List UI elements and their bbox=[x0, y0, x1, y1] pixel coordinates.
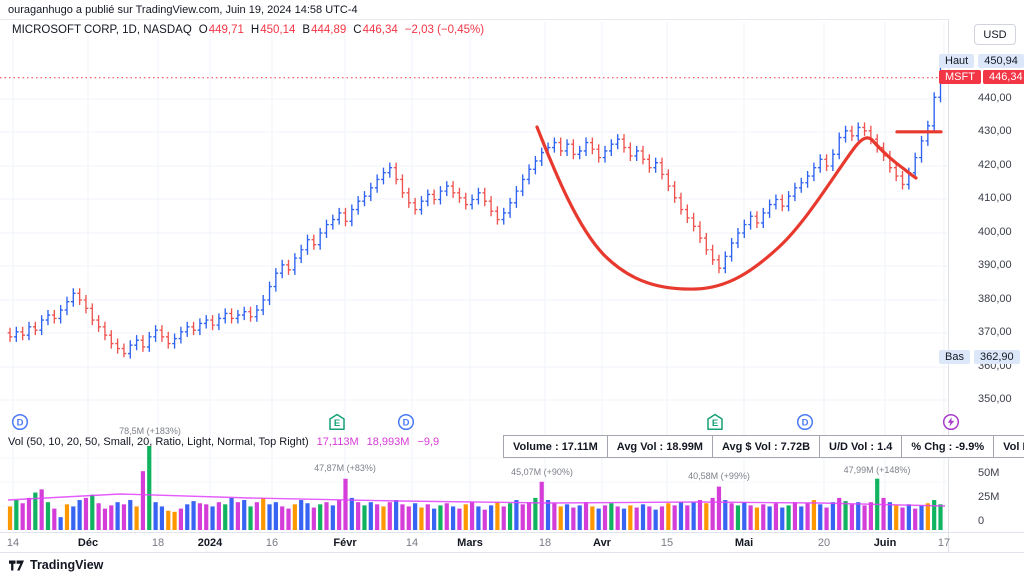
volume-spike-label: 40,58M (+99%) bbox=[688, 471, 750, 481]
high-value: 450,94 bbox=[978, 54, 1024, 68]
volume-spike-label: 47,99M (+148%) bbox=[843, 465, 911, 475]
idea-icon bbox=[942, 413, 960, 431]
time-axis-label: Mars bbox=[457, 537, 483, 549]
ohlc-key: O bbox=[198, 24, 208, 36]
ohlc-value: 446,34 bbox=[362, 24, 398, 36]
price-axis-label: 420,00 bbox=[978, 159, 1012, 171]
time-axis-label: 16 bbox=[265, 537, 279, 549]
time-axis-label: Avr bbox=[593, 537, 611, 549]
high-price-marker: Haut 450,94 bbox=[939, 54, 1024, 68]
time-axis-label: 18 bbox=[151, 537, 165, 549]
svg-text:E: E bbox=[712, 418, 718, 429]
svg-text:D: D bbox=[17, 418, 24, 429]
volume-stats-panel: Volume : 17.11M Avg Vol : 18.99M Avg $ Vol… bbox=[503, 435, 1024, 458]
currency-button[interactable]: USD bbox=[974, 24, 1016, 45]
idea-marker[interactable] bbox=[942, 413, 960, 431]
ohlc-bars-layer bbox=[7, 62, 943, 359]
earnings-marker[interactable]: E bbox=[328, 413, 346, 431]
earnings-icon: E bbox=[707, 413, 723, 430]
volume-indicator-title[interactable]: Vol (50, 10, 20, 50, Small, 20, Ratio, L… bbox=[8, 436, 309, 448]
time-axis-label: 2024 bbox=[197, 537, 223, 549]
volume-indicator-value: 18,993M bbox=[366, 436, 410, 448]
price-scale[interactable] bbox=[948, 19, 1024, 552]
low-price-marker: Bas 362,90 bbox=[939, 350, 1020, 364]
header-divider bbox=[0, 19, 1024, 20]
tradingview-logo-icon[interactable] bbox=[8, 558, 25, 573]
price-axis-label: 380,00 bbox=[978, 293, 1012, 305]
stat-cell: Vol Run Rate : -7.77% bbox=[993, 436, 1024, 457]
cup-and-handle-drawing bbox=[535, 125, 918, 291]
earnings-icon: E bbox=[329, 413, 345, 430]
dividend-icon: D bbox=[796, 413, 814, 431]
stat-cell: % Chg : -9.9% bbox=[901, 436, 993, 457]
dividend-marker[interactable]: D bbox=[11, 413, 29, 431]
price-axis-label: 410,00 bbox=[978, 192, 1012, 204]
ohlc-value: 449,71 bbox=[208, 24, 244, 36]
change-value: −2,03 (−0,45%) bbox=[404, 24, 485, 36]
time-axis-label: 20 bbox=[817, 537, 831, 549]
high-label: Haut bbox=[939, 54, 975, 68]
time-axis-label: Févr bbox=[333, 537, 357, 549]
ticker-legend[interactable]: MICROSOFT CORP, 1D, NASDAQ O449,71 H450,14… bbox=[12, 24, 484, 36]
volume-bars-layer bbox=[7, 446, 943, 530]
last-price-marker: MSFT 446,34 bbox=[939, 70, 1024, 84]
symbol-tag: MSFT bbox=[939, 70, 981, 84]
volume-axis-label: 0 bbox=[978, 515, 985, 527]
volume-spike-label: 78,5M (+183%) bbox=[119, 426, 181, 436]
ohlc-value: 450,14 bbox=[260, 24, 296, 36]
volume-spike-label: 47,87M (+83%) bbox=[314, 463, 376, 473]
time-axis-divider bbox=[0, 532, 1024, 533]
symbol-description[interactable]: MICROSOFT CORP, 1D, NASDAQ bbox=[12, 24, 192, 36]
price-axis-label: 400,00 bbox=[978, 226, 1012, 238]
price-axis-label: 390,00 bbox=[978, 259, 1012, 271]
last-price-value: 446,34 bbox=[982, 70, 1024, 84]
svg-text:D: D bbox=[802, 418, 809, 429]
low-label: Bas bbox=[939, 350, 970, 364]
dividend-marker[interactable]: D bbox=[796, 413, 814, 431]
volume-axis-label: 25M bbox=[978, 491, 1000, 503]
time-axis-label: 18 bbox=[538, 537, 552, 549]
ohlc-key: H bbox=[250, 24, 260, 36]
time-axis-label: 17 bbox=[937, 537, 951, 549]
stat-cell: Avg $ Vol : 7.72B bbox=[711, 436, 819, 457]
price-volume-canvas[interactable] bbox=[0, 0, 948, 552]
price-axis-label: 440,00 bbox=[978, 92, 1012, 104]
time-axis-label: Mai bbox=[734, 537, 754, 549]
volume-axis-label: 50M bbox=[978, 467, 1000, 479]
svg-text:E: E bbox=[334, 418, 340, 429]
volume-indicator-value: −9,9 bbox=[417, 436, 440, 448]
tradingview-wordmark[interactable]: TradingView bbox=[30, 558, 104, 572]
dividend-icon: D bbox=[397, 413, 415, 431]
low-value: 362,90 bbox=[973, 350, 1020, 364]
time-axis-label: 15 bbox=[660, 537, 674, 549]
stat-cell: Volume : 17.11M bbox=[513, 440, 598, 453]
volume-spike-label: 45,07M (+90%) bbox=[511, 467, 573, 477]
dividend-icon: D bbox=[11, 413, 29, 431]
dividend-marker[interactable]: D bbox=[397, 413, 415, 431]
earnings-marker[interactable]: E bbox=[706, 413, 724, 431]
time-axis-label: Déc bbox=[77, 537, 99, 549]
volume-indicator-legend[interactable]: Vol (50, 10, 20, 50, Small, 20, Ratio, L… bbox=[8, 436, 439, 448]
svg-text:D: D bbox=[403, 418, 410, 429]
ohlc-value: 444,89 bbox=[311, 24, 347, 36]
ohlc-key: B bbox=[302, 24, 311, 36]
price-axis-label: 350,00 bbox=[978, 393, 1012, 405]
stat-cell: Avg Vol : 18.99M bbox=[606, 436, 712, 457]
price-axis-label: 430,00 bbox=[978, 125, 1012, 137]
volume-ma-line bbox=[7, 493, 946, 507]
ohlc-key: C bbox=[353, 24, 362, 36]
time-axis-label: 14 bbox=[6, 537, 20, 549]
time-axis-label: 14 bbox=[405, 537, 419, 549]
share-attribution: ouraganhugo a publié sur TradingView.com… bbox=[8, 4, 358, 16]
volume-indicator-value: 17,113M bbox=[316, 436, 359, 448]
time-axis-label: Juin bbox=[873, 537, 897, 549]
footer-bar: TradingView bbox=[0, 552, 1024, 577]
price-axis-label: 370,00 bbox=[978, 326, 1012, 338]
stat-cell: U/D Vol : 1.4 bbox=[819, 436, 901, 457]
